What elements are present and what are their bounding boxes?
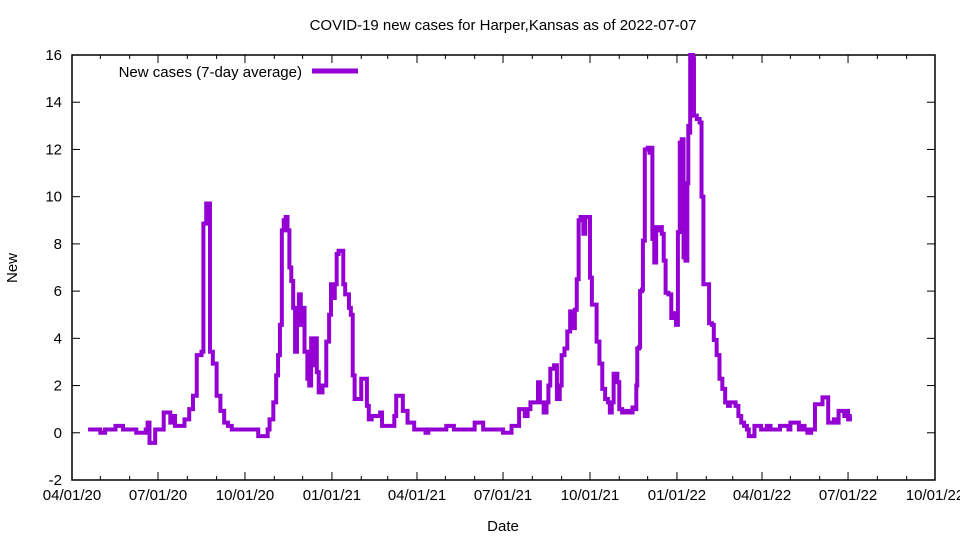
x-tick-label: 07/01/22 [819, 487, 877, 504]
y-tick-label: 10 [45, 189, 62, 206]
x-tick-label: 10/01/22 [906, 487, 960, 504]
series-group [88, 53, 852, 445]
x-axis-label: Date [487, 518, 519, 535]
axes: -2 0 2 4 6 8 10 12 14 16 04/01/20 07/01/20 10/01/20 0… [43, 47, 960, 504]
x-tick-label: 10/01/20 [216, 487, 274, 504]
y-tick-label: 0 [54, 425, 62, 442]
y-tick-label: 6 [54, 283, 62, 300]
y-tick-label: 8 [54, 236, 62, 253]
y-tick-label: 14 [45, 94, 62, 111]
x-tick-label: 01/01/22 [648, 487, 706, 504]
x-tick-label: 04/01/20 [43, 487, 101, 504]
x-tick-label: 01/01/21 [303, 487, 361, 504]
new-cases-line [88, 53, 852, 445]
x-tick-label: 07/01/21 [474, 487, 532, 504]
legend-label: New cases (7-day average) [119, 64, 302, 81]
y-tick-label: 4 [54, 330, 62, 347]
x-tick-label: 07/01/20 [129, 487, 187, 504]
y-tick-label: 16 [45, 47, 62, 64]
chart-title: COVID-19 new cases for Harper,Kansas as … [310, 17, 697, 34]
y-tick-label: 2 [54, 378, 62, 395]
legend: New cases (7-day average) [119, 64, 358, 81]
y-tick-label: -2 [49, 472, 62, 489]
x-tick-label: 04/01/22 [733, 487, 791, 504]
y-axis-label: New [4, 253, 21, 283]
x-tick-label: 10/01/21 [561, 487, 619, 504]
x-tick-label: 04/01/21 [388, 487, 446, 504]
y-tick-label: 12 [45, 141, 62, 158]
